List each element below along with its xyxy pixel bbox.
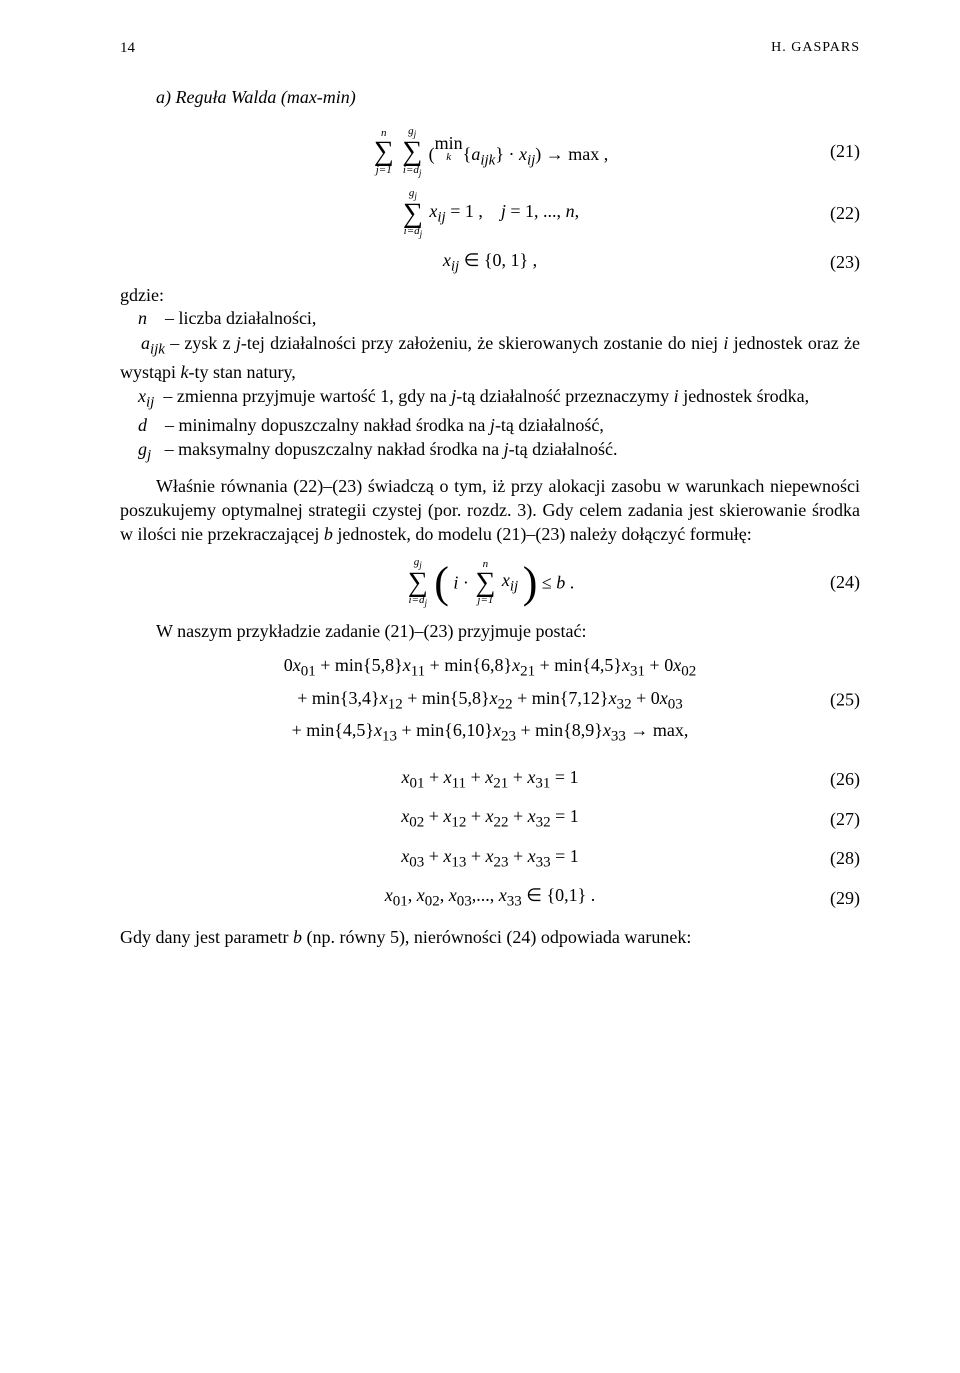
eq-number-22: (22) [830, 203, 860, 224]
def-a: aijk – zysk z j-tej działalności przy za… [120, 331, 860, 384]
equation-21: n ∑ j=1 gj ∑ i=dj (mink{aijk} · xij) → m… [120, 126, 860, 178]
paragraph-3: Gdy dany jest parametr b (np. równy 5), … [120, 925, 860, 949]
eq-number-25: (25) [830, 685, 860, 714]
equation-23: xij ∈ {0, 1} , (23) [120, 250, 860, 276]
eq-number-24: (24) [830, 572, 860, 593]
page-number: 14 [120, 40, 135, 57]
equation-27: x02 + x12 + x22 + x32 = 1 (27) [120, 806, 860, 832]
eq-number-26: (26) [830, 769, 860, 790]
page-header: 14 H. GASPARS [120, 40, 860, 57]
def-x: xij – zmienna przyjmuje wartość 1, gdy n… [120, 384, 860, 413]
def-d: d – minimalny dopuszczalny nakład środka… [120, 413, 860, 437]
def-n: n – liczba działalności, [120, 306, 860, 330]
equation-25: 0x01 + min{5,8}x11 + min{6,8}x21 + min{4… [120, 651, 860, 749]
eq-number-28: (28) [830, 848, 860, 869]
def-n-text: – liczba działalności, [165, 308, 316, 328]
paragraph-1: Właśnie równania (22)–(23) świadczą o ty… [120, 474, 860, 547]
equation-26: x01 + x11 + x21 + x31 = 1 (26) [120, 767, 860, 793]
equation-29: x01, x02, x03,..., x33 ∈ {0,1} . (29) [120, 885, 860, 911]
paragraph-2: W naszym przykładzie zadanie (21)–(23) p… [120, 619, 860, 643]
def-g: gj – maksymalny dopuszczalny nakład środ… [120, 437, 860, 466]
section-a-title: a) Reguła Walda (max-min) [156, 87, 860, 108]
equation-28: x03 + x13 + x23 + x33 = 1 (28) [120, 846, 860, 872]
author-name: H. GASPARS [771, 40, 860, 57]
where-label: gdzie: [120, 285, 860, 306]
page: 14 H. GASPARS a) Reguła Walda (max-min) … [0, 0, 960, 1373]
eq-number-29: (29) [830, 888, 860, 909]
eq-number-27: (27) [830, 809, 860, 830]
equation-24: gj ∑ i=dj ( i · n ∑ j=1 xij ) ≤ b . (24) [120, 557, 860, 609]
eq-number-23: (23) [830, 252, 860, 273]
eq-number-21: (21) [830, 141, 860, 162]
equation-22: gj ∑ i=dj xij = 1 , j = 1, ..., n, (22) [120, 188, 860, 240]
